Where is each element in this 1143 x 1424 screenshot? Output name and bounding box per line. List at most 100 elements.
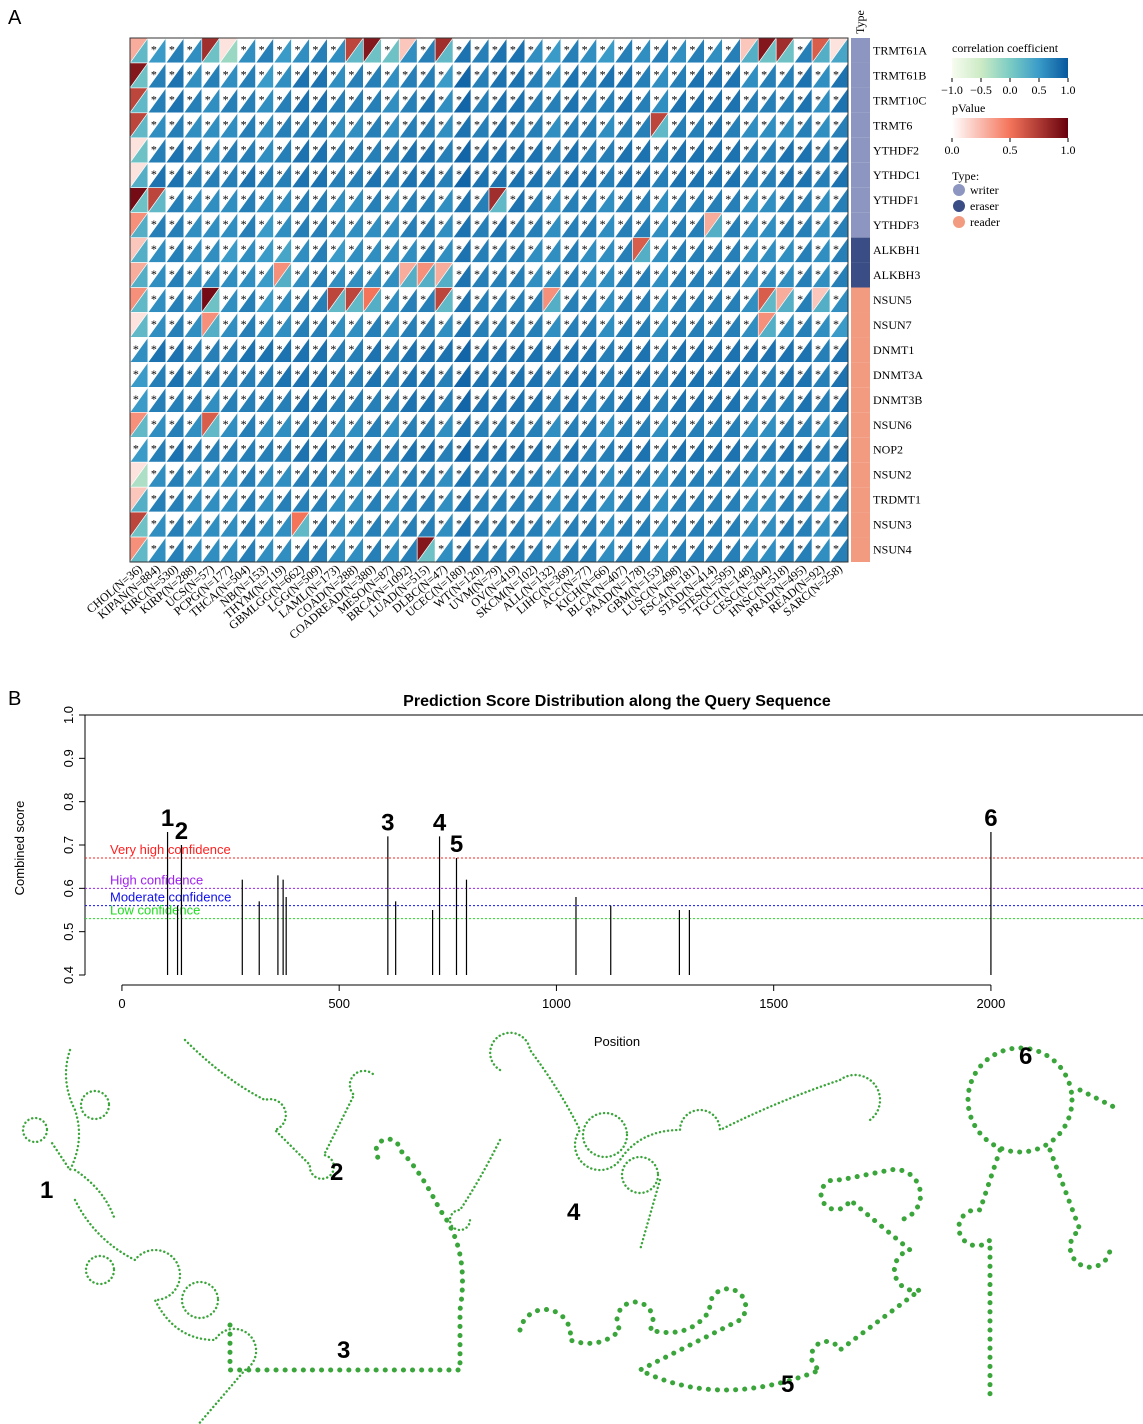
significance-mark: * [438,117,444,131]
significance-mark: * [366,467,372,481]
significance-mark: * [277,492,283,506]
significance-mark: * [259,317,265,331]
significance-mark: * [384,342,390,356]
significance-mark: * [815,492,821,506]
significance-mark: * [348,517,354,531]
significance-mark: * [169,142,175,156]
significance-mark: * [707,342,713,356]
significance-mark: * [492,467,498,481]
significance-mark: * [151,542,157,556]
site-label: 5 [450,831,463,858]
significance-mark: * [546,117,552,131]
significance-mark: * [169,392,175,406]
significance-mark: * [564,442,570,456]
significance-mark: * [833,367,839,381]
significance-mark: * [653,267,659,281]
significance-mark: * [528,92,534,106]
significance-mark: * [330,267,336,281]
significance-mark: * [402,167,408,181]
significance-mark: * [312,42,318,56]
significance-mark: * [689,167,695,181]
type-cell [851,212,870,238]
significance-mark: * [492,167,498,181]
row-label: TRMT10C [873,93,926,107]
significance-mark: * [187,117,193,131]
row-label: DNMT3B [873,393,922,407]
row-label: DNMT1 [873,343,914,357]
significance-mark: * [492,142,498,156]
significance-mark: * [133,392,139,406]
significance-mark: * [241,367,247,381]
significance-mark: * [546,92,552,106]
significance-mark: * [671,417,677,431]
significance-mark: * [223,92,229,106]
significance-mark: * [474,542,480,556]
significance-mark: * [402,517,408,531]
significance-mark: * [294,367,300,381]
significance-mark: * [725,217,731,231]
significance-mark: * [815,417,821,431]
significance-mark: * [600,542,606,556]
significance-mark: * [187,392,193,406]
significance-mark: * [474,367,480,381]
legend-swatch [953,200,965,212]
significance-mark: * [779,242,785,256]
significance-mark: * [707,467,713,481]
significance-mark: * [366,92,372,106]
significance-mark: * [653,42,659,56]
significance-mark: * [205,92,211,106]
significance-mark: * [438,142,444,156]
significance-mark: * [510,442,516,456]
significance-mark: * [636,142,642,156]
significance-mark: * [456,42,462,56]
significance-mark: * [636,417,642,431]
significance-mark: * [312,467,318,481]
significance-mark: * [797,342,803,356]
significance-mark: * [330,217,336,231]
significance-mark: * [689,92,695,106]
significance-mark: * [636,117,642,131]
significance-mark: * [348,167,354,181]
significance-mark: * [384,367,390,381]
significance-mark: * [779,92,785,106]
significance-mark: * [725,492,731,506]
rna-loop [79,1089,111,1121]
significance-mark: * [815,392,821,406]
significance-mark: * [294,442,300,456]
significance-mark: * [223,217,229,231]
significance-mark: * [689,317,695,331]
significance-mark: * [151,142,157,156]
significance-mark: * [761,542,767,556]
significance-mark: * [564,517,570,531]
type-cell [851,337,870,363]
significance-mark: * [510,542,516,556]
significance-mark: * [671,192,677,206]
significance-mark: * [546,542,552,556]
significance-mark: * [815,367,821,381]
significance-mark: * [743,217,749,231]
significance-mark: * [205,192,211,206]
significance-mark: * [492,492,498,506]
significance-mark: * [707,292,713,306]
significance-mark: * [330,42,336,56]
significance-mark: * [312,92,318,106]
significance-mark: * [510,267,516,281]
significance-mark: * [653,417,659,431]
significance-mark: * [582,467,588,481]
significance-mark: * [312,267,318,281]
significance-mark: * [348,117,354,131]
significance-mark: * [564,467,570,481]
legend-tick-label: 0.0 [945,143,960,157]
row-label: NSUN5 [873,293,912,307]
significance-mark: * [474,167,480,181]
rna-loop [21,1116,49,1144]
y-tick-label: 0.8 [61,793,76,811]
significance-mark: * [241,342,247,356]
significance-mark: * [402,192,408,206]
significance-mark: * [707,142,713,156]
significance-mark: * [438,467,444,481]
significance-mark: * [761,367,767,381]
significance-mark: * [474,117,480,131]
significance-mark: * [546,67,552,81]
significance-mark: * [564,167,570,181]
